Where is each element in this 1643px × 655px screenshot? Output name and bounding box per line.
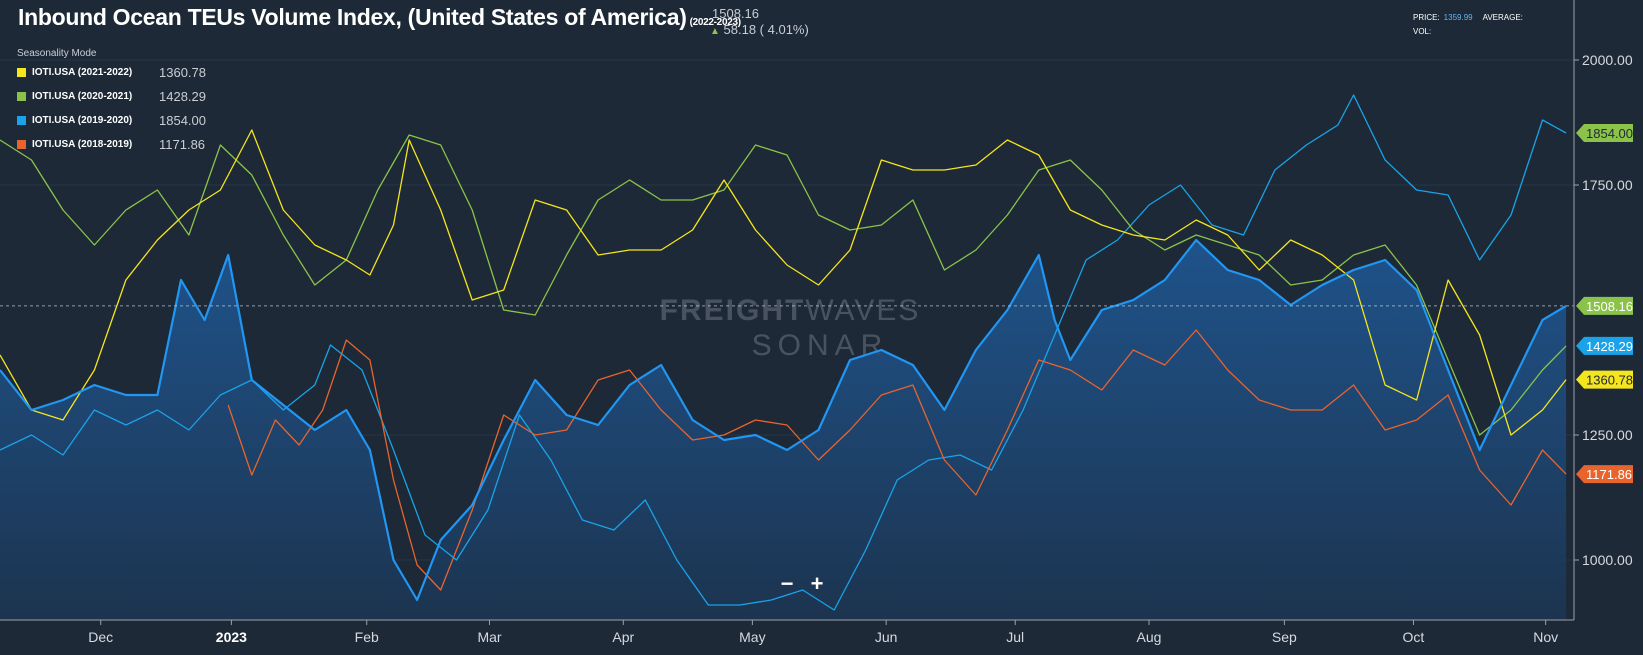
value-tag: 1508.16 bbox=[1576, 296, 1633, 315]
value-tag-bg bbox=[1576, 296, 1633, 315]
y-tick-label: 1750.00 bbox=[1582, 177, 1633, 193]
legend-name: IOTI.USA (2021-2022) bbox=[32, 66, 133, 78]
change-readout: ▲ 58.18 ( 4.01%) bbox=[710, 22, 809, 37]
series-line-ioti-usa-2022-2023- bbox=[0, 238, 1567, 602]
value-tag-label: 1171.86 bbox=[1586, 467, 1632, 482]
value-tag-bg bbox=[1576, 465, 1633, 484]
page-title: Inbound Ocean TEUs Volume Index, (United… bbox=[18, 4, 741, 31]
title-text: Inbound Ocean TEUs Volume Index, (United… bbox=[18, 4, 687, 30]
x-tick-label: May bbox=[739, 629, 765, 645]
legend-name: IOTI.USA (2020-2021) bbox=[32, 90, 133, 102]
x-tick-label: Dec bbox=[88, 629, 113, 645]
watermark-freight: FREIGHT bbox=[660, 294, 806, 327]
x-tick-label: Feb bbox=[355, 629, 379, 645]
value-tag-label: 1854.00 bbox=[1586, 126, 1633, 141]
zoom-out-button[interactable]: − bbox=[780, 571, 794, 596]
series-line-ioti-usa-2019-2020- bbox=[0, 94, 1567, 611]
value-tag-bg bbox=[1576, 124, 1633, 142]
legend-item-2019-2020[interactable]: IOTI.USA (2019-2020) 1854.00 bbox=[17, 112, 206, 128]
watermark-waves: WAVES bbox=[805, 294, 920, 327]
value-tag: 1854.00 bbox=[1576, 124, 1633, 142]
legend-value: 1360.78 bbox=[159, 64, 206, 80]
average-label: AVERAGE: bbox=[1482, 13, 1523, 22]
x-tick-label: Oct bbox=[1403, 629, 1425, 645]
value-tag-label: 1508.16 bbox=[1586, 299, 1633, 314]
x-tick-label: Aug bbox=[1137, 629, 1162, 645]
x-tick-label: 2023 bbox=[216, 629, 247, 645]
x-tick-label: Jul bbox=[1006, 629, 1024, 645]
legend-name: IOTI.USA (2019-2020) bbox=[32, 114, 133, 126]
y-tick-label: 1250.00 bbox=[1582, 427, 1633, 443]
value-tag: 1428.29 bbox=[1576, 336, 1633, 355]
legend-value: 1428.29 bbox=[159, 88, 206, 104]
legend-swatch bbox=[17, 91, 26, 101]
legend-name: IOTI.USA (2018-2019) bbox=[32, 138, 133, 150]
legend-value: 1171.86 bbox=[159, 136, 206, 152]
price-stats: PRICE: 1359.99 AVERAGE: VOL: bbox=[1413, 11, 1523, 39]
value-tag-bg bbox=[1576, 370, 1633, 389]
y-tick-label: 2000.00 bbox=[1582, 52, 1633, 68]
vol-label: VOL: bbox=[1413, 27, 1432, 36]
watermark-line1: FREIGHTWAVES bbox=[660, 294, 921, 327]
legend-item-2018-2019[interactable]: IOTI.USA (2018-2019) 1171.86 bbox=[17, 136, 205, 152]
last-value: 1508.16 bbox=[712, 6, 759, 21]
legend-swatch bbox=[17, 67, 26, 77]
series-line-ioti-usa-2021-2022- bbox=[0, 129, 1567, 436]
value-tag: 1360.78 bbox=[1576, 370, 1633, 389]
series-line-ioti-usa-2018-2019- bbox=[227, 329, 1567, 591]
seasonality-mode-label: Seasonality Mode bbox=[17, 48, 97, 59]
legend-item-2020-2021[interactable]: IOTI.USA (2020-2021) 1428.29 bbox=[17, 88, 206, 104]
current-year-area bbox=[0, 240, 1567, 620]
legend-value: 1854.00 bbox=[159, 112, 206, 128]
x-tick-label: Sep bbox=[1272, 629, 1297, 645]
value-tag-label: 1360.78 bbox=[1586, 373, 1633, 388]
legend-swatch bbox=[17, 115, 26, 125]
y-tick-label: 1000.00 bbox=[1582, 552, 1633, 568]
value-tag: 1171.86 bbox=[1576, 465, 1633, 484]
legend-item-2021-2022[interactable]: IOTI.USA (2021-2022) 1360.78 bbox=[17, 64, 206, 80]
series-line-ioti-usa-2020-2021- bbox=[0, 134, 1567, 436]
value-tag-label: 1428.29 bbox=[1586, 339, 1633, 354]
x-tick-label: Apr bbox=[612, 629, 634, 645]
price-value: 1359.99 bbox=[1443, 13, 1473, 22]
up-arrow-icon: ▲ bbox=[710, 26, 720, 37]
title-period: (2022-2023) bbox=[689, 17, 741, 28]
change-value: 58.18 ( 4.01%) bbox=[723, 22, 809, 37]
x-tick-label: Jun bbox=[875, 629, 898, 645]
zoom-in-button[interactable]: + bbox=[810, 571, 824, 596]
zoom-controls: − + bbox=[772, 571, 832, 597]
x-tick-label: Mar bbox=[477, 629, 501, 645]
legend-swatch bbox=[17, 139, 26, 149]
x-tick-label: Nov bbox=[1533, 629, 1558, 645]
price-label: PRICE: bbox=[1413, 13, 1440, 22]
value-tag-bg bbox=[1576, 336, 1633, 355]
